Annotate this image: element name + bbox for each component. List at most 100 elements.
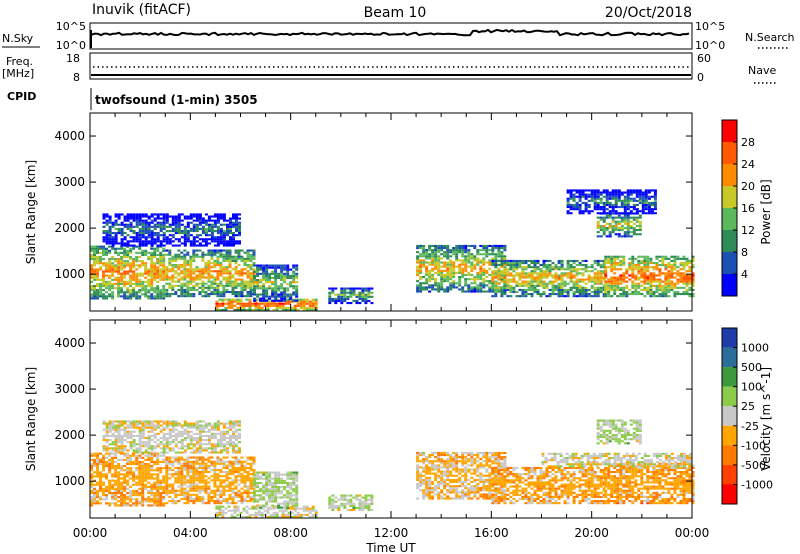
echo-cell bbox=[682, 278, 686, 281]
echo-cell bbox=[201, 232, 205, 235]
echo-cell bbox=[664, 288, 668, 291]
echo-cell bbox=[283, 289, 287, 292]
echo-cell bbox=[425, 253, 429, 256]
echo-cell bbox=[108, 280, 112, 283]
echo-cell bbox=[216, 489, 220, 492]
echo-cell bbox=[551, 288, 555, 291]
echo-cell bbox=[129, 227, 133, 230]
echo-cell bbox=[361, 295, 365, 298]
echo-cell bbox=[201, 286, 205, 289]
echo-cell bbox=[135, 285, 139, 288]
echo-cell bbox=[165, 491, 169, 494]
echo-cell bbox=[96, 483, 99, 486]
echo-cell bbox=[364, 297, 368, 300]
echo-cell bbox=[240, 249, 244, 252]
echo-cell bbox=[286, 268, 290, 271]
echo-cell bbox=[482, 261, 486, 264]
echo-cell bbox=[664, 282, 668, 285]
echo-cell bbox=[667, 286, 671, 289]
echo-cell bbox=[237, 257, 241, 260]
echo-cell bbox=[162, 454, 166, 457]
echo-cell bbox=[682, 272, 686, 275]
echo-cell bbox=[123, 280, 127, 283]
echo-cell bbox=[168, 259, 172, 262]
echo-cell bbox=[352, 293, 356, 296]
echo-cell bbox=[503, 266, 507, 269]
echo-cell bbox=[482, 244, 486, 247]
echo-cell bbox=[192, 227, 196, 230]
echo-cell bbox=[265, 274, 269, 277]
echo-cell bbox=[434, 261, 438, 264]
nsearch-tick-bottom: 10^0 bbox=[695, 39, 725, 52]
echo-cell bbox=[242, 306, 246, 309]
echo-cell bbox=[189, 270, 193, 273]
echo-cell bbox=[229, 244, 232, 247]
echo-cell bbox=[545, 276, 549, 279]
echo-cell bbox=[230, 306, 234, 309]
echo-cell bbox=[210, 251, 214, 254]
echo-cell bbox=[446, 290, 450, 293]
echo-cell bbox=[679, 293, 683, 296]
echo-cell bbox=[566, 276, 570, 279]
echo-cell bbox=[246, 253, 250, 256]
echo-cell bbox=[144, 213, 148, 216]
echo-cell bbox=[239, 304, 243, 307]
echo-cell bbox=[174, 272, 178, 275]
echo-cell bbox=[643, 268, 647, 271]
echo-cell bbox=[198, 481, 202, 484]
echo-cell bbox=[667, 291, 671, 294]
echo-cell bbox=[232, 244, 235, 247]
echo-cell bbox=[653, 195, 657, 198]
echo-cell bbox=[225, 485, 229, 488]
echo-cell bbox=[283, 266, 287, 269]
echo-cell bbox=[628, 262, 632, 265]
echo-cell bbox=[560, 286, 564, 289]
echo-cell bbox=[135, 251, 139, 254]
nsearch-tick-top: 10^5 bbox=[695, 20, 725, 33]
echo-cell bbox=[419, 255, 423, 258]
echo-cell bbox=[192, 249, 196, 252]
echo-cell bbox=[446, 273, 450, 276]
echo-cell bbox=[533, 291, 537, 294]
echo-cell bbox=[584, 210, 588, 213]
echo-cell bbox=[240, 495, 244, 498]
echo-cell bbox=[102, 285, 105, 288]
echo-cell bbox=[183, 234, 187, 237]
echo-cell bbox=[231, 460, 235, 463]
echo-cell bbox=[198, 495, 202, 498]
echo-cell bbox=[512, 288, 516, 291]
echo-cell bbox=[222, 485, 226, 488]
echo-cell bbox=[204, 262, 208, 265]
echo-cell bbox=[290, 308, 294, 311]
echo-cell bbox=[132, 479, 136, 482]
echo-cell bbox=[425, 278, 429, 281]
echo-cell bbox=[123, 295, 127, 298]
echo-cell bbox=[216, 460, 220, 463]
echo-cell bbox=[204, 230, 208, 233]
echo-cell bbox=[593, 286, 597, 289]
echo-cell bbox=[189, 234, 193, 237]
echo-cell bbox=[240, 469, 244, 472]
echo-cell bbox=[607, 257, 611, 260]
echo-cell bbox=[165, 456, 169, 459]
echo-cell bbox=[530, 272, 534, 275]
echo-cell bbox=[195, 225, 199, 228]
echo-cell bbox=[578, 272, 582, 275]
echo-cell bbox=[120, 502, 124, 505]
echo-cell bbox=[132, 463, 136, 466]
echo-cell bbox=[123, 487, 127, 490]
echo-cell bbox=[224, 511, 228, 514]
echo-cell bbox=[123, 473, 127, 476]
echo-cell bbox=[343, 297, 347, 300]
echo-cell bbox=[150, 278, 154, 281]
echo-cell bbox=[440, 271, 444, 274]
echo-cell bbox=[622, 295, 626, 298]
echo-cell bbox=[635, 193, 639, 196]
echo-cell bbox=[610, 295, 614, 298]
echo-cell bbox=[500, 251, 504, 254]
echo-cell bbox=[646, 293, 650, 296]
echo-cell bbox=[177, 475, 181, 478]
echo-cell bbox=[183, 481, 187, 484]
echo-cell bbox=[246, 473, 250, 476]
